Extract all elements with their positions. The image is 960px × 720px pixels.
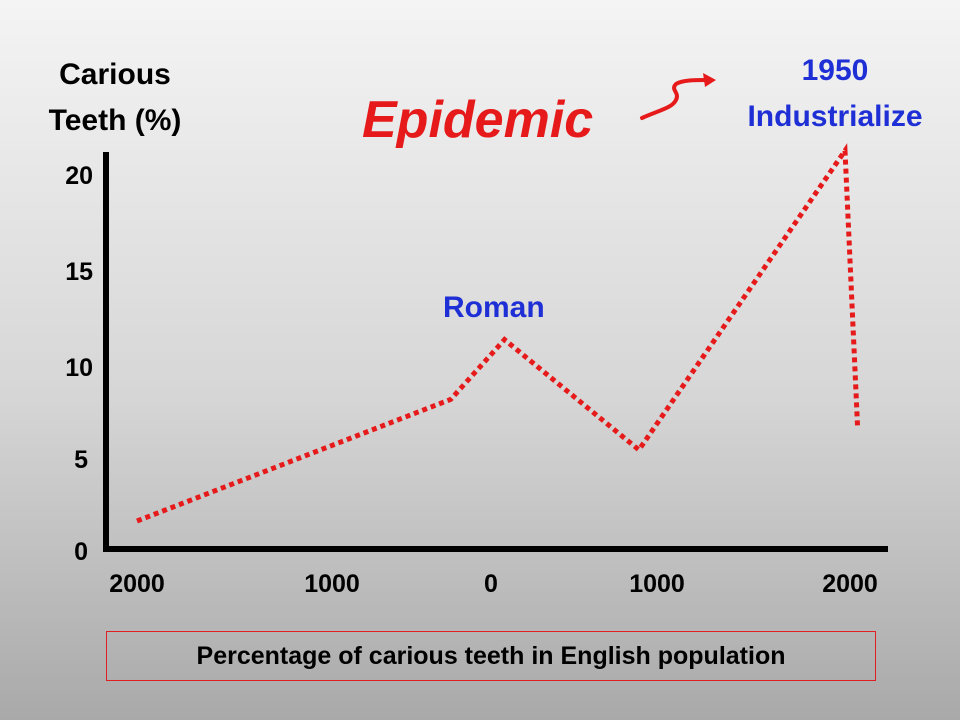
- y-tick-20: 20: [65, 162, 93, 190]
- epidemic-arrowhead-icon: [703, 73, 716, 87]
- y-axis-label-line2: Teeth (%): [48, 104, 182, 137]
- x-tick-2000bc: 2000: [109, 570, 165, 598]
- y-axis-label-line1: Carious: [59, 58, 171, 91]
- x-tick-1000ad: 1000: [629, 570, 685, 598]
- year-1950-label: 1950: [801, 54, 869, 87]
- industrialize-annotation: 1950 Industrialize: [700, 48, 960, 140]
- x-tick-1000bc: 1000: [304, 570, 360, 598]
- y-tick-0: 0: [74, 538, 88, 566]
- epidemic-arrow-icon: [640, 78, 710, 120]
- y-tick-5: 5: [74, 446, 88, 474]
- epidemic-annotation: Epidemic: [362, 91, 594, 149]
- y-axis-label: Carious Teeth (%): [20, 52, 210, 144]
- chart-caption: Percentage of carious teeth in English p…: [106, 631, 876, 681]
- series-line: [136, 143, 861, 524]
- industrialize-label: Industrialize: [747, 100, 923, 133]
- roman-annotation: Roman: [443, 291, 545, 324]
- y-tick-10: 10: [65, 354, 93, 382]
- y-tick-15: 15: [65, 258, 93, 286]
- x-tick-2000ad: 2000: [822, 570, 878, 598]
- x-tick-0: 0: [484, 570, 498, 598]
